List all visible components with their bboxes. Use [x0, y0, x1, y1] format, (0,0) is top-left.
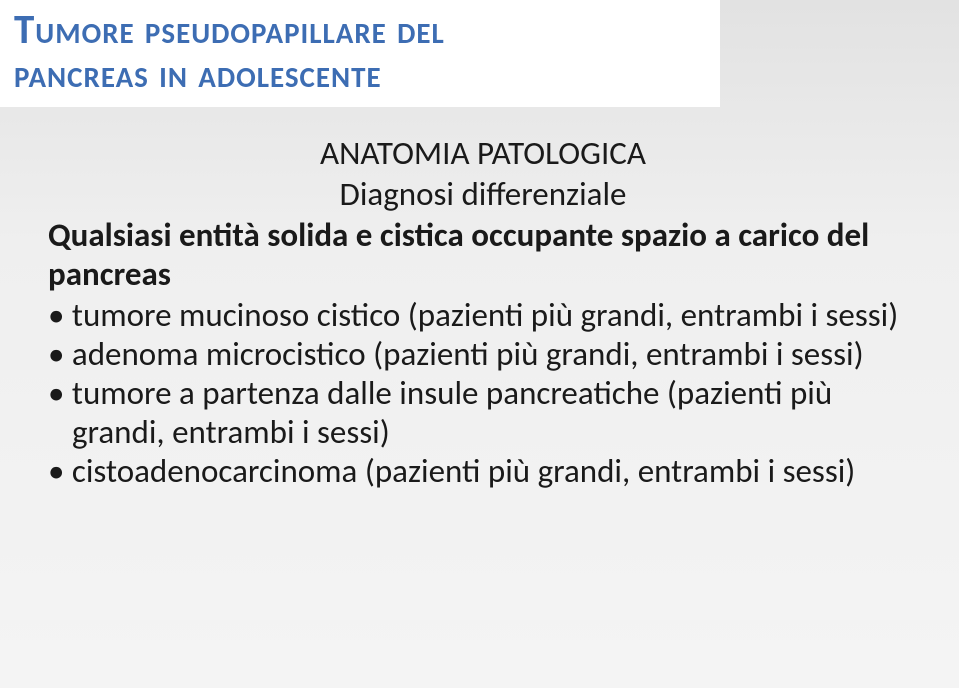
- title-line-1: Tumore pseudopapillare del: [14, 8, 706, 52]
- list-item: adenoma microcistico (pazienti più grand…: [48, 335, 918, 374]
- subtitle-line-1: ANATOMIA PATOLOGICA: [48, 134, 918, 173]
- lead-paragraph: Qualsiasi entità solida e cistica occupa…: [48, 216, 918, 294]
- title-block: Tumore pseudopapillare del pancreas in a…: [0, 0, 720, 107]
- bullet-list: tumore mucinoso cistico (pazienti più gr…: [48, 296, 918, 491]
- slide: Tumore pseudopapillare del pancreas in a…: [0, 0, 959, 688]
- list-item: tumore mucinoso cistico (pazienti più gr…: [48, 296, 918, 335]
- subtitle-line-2: Diagnosi differenziale: [48, 175, 918, 214]
- list-item: cistoadenocarcinoma (pazienti più grandi…: [48, 452, 918, 491]
- content-area: ANATOMIA PATOLOGICA Diagnosi differenzia…: [48, 134, 918, 490]
- list-item: tumore a partenza dalle insule pancreati…: [48, 374, 918, 452]
- title-line-2: pancreas in adolescente: [14, 52, 706, 96]
